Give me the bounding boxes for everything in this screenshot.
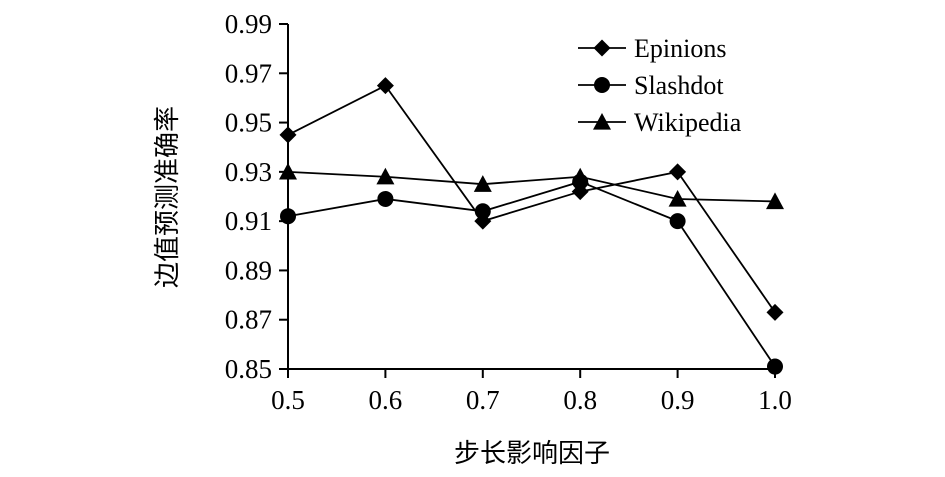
data-point-wikipedia bbox=[766, 192, 784, 210]
legend-label-wikipedia: Wikipedia bbox=[634, 108, 742, 137]
data-point-slashdot bbox=[377, 190, 394, 207]
x-tick-label: 0.6 bbox=[369, 385, 403, 415]
data-point-wikipedia bbox=[668, 189, 687, 207]
axes bbox=[287, 24, 775, 370]
data-point-epinions bbox=[766, 303, 784, 321]
y-tick-label: 0.91 bbox=[225, 206, 272, 236]
data-point-wikipedia bbox=[376, 167, 395, 185]
y-tick-label: 0.95 bbox=[225, 108, 272, 138]
y-tick-label: 0.93 bbox=[225, 157, 272, 187]
x-tick-label: 0.8 bbox=[563, 385, 597, 415]
legend-marker-wikipedia bbox=[593, 113, 611, 130]
data-point-slashdot bbox=[474, 203, 491, 220]
data-point-slashdot bbox=[767, 358, 783, 375]
data-point-slashdot bbox=[669, 213, 686, 230]
y-tick-label: 0.85 bbox=[225, 354, 272, 384]
data-point-slashdot bbox=[280, 208, 296, 225]
y-axis-ticks: 0.85 0.87 0.89 0.91 0.93 0.95 0.97 0.99 bbox=[225, 9, 288, 384]
y-tick-label: 0.89 bbox=[225, 255, 272, 285]
data-point-epinions bbox=[279, 126, 297, 144]
data-point-epinions bbox=[669, 163, 687, 181]
x-tick-label: 0.7 bbox=[466, 385, 500, 415]
data-point-epinions bbox=[376, 77, 394, 95]
y-axis-title: 边值预测准确率 bbox=[153, 106, 183, 288]
legend-marker-epinions bbox=[593, 39, 611, 57]
legend-label-epinions: Epinions bbox=[634, 34, 726, 63]
x-axis-title: 步长影响因子 bbox=[454, 439, 610, 469]
x-tick-label: 1.0 bbox=[758, 385, 792, 415]
legend-label-slashdot: Slashdot bbox=[634, 71, 724, 100]
x-tick-label: 0.9 bbox=[661, 385, 695, 415]
series-lines bbox=[287, 84, 776, 368]
series-line-slashdot bbox=[287, 180, 776, 368]
series-line-epinions bbox=[287, 84, 776, 313]
legend: Epinions Slashdot Wikipedia bbox=[578, 34, 742, 137]
series-markers bbox=[279, 77, 784, 375]
data-point-wikipedia bbox=[279, 162, 297, 180]
x-axis-ticks: 0.5 0.6 0.7 0.8 0.9 1.0 bbox=[271, 369, 792, 415]
x-tick-label: 0.5 bbox=[271, 385, 305, 415]
legend-marker-slashdot bbox=[594, 77, 610, 93]
y-tick-label: 0.97 bbox=[225, 58, 272, 88]
y-tick-label: 0.87 bbox=[225, 305, 272, 335]
data-point-wikipedia bbox=[473, 175, 492, 192]
y-tick-label: 0.99 bbox=[225, 9, 272, 39]
series-line-wikipedia bbox=[287, 170, 776, 203]
data-point-wikipedia bbox=[571, 167, 590, 185]
